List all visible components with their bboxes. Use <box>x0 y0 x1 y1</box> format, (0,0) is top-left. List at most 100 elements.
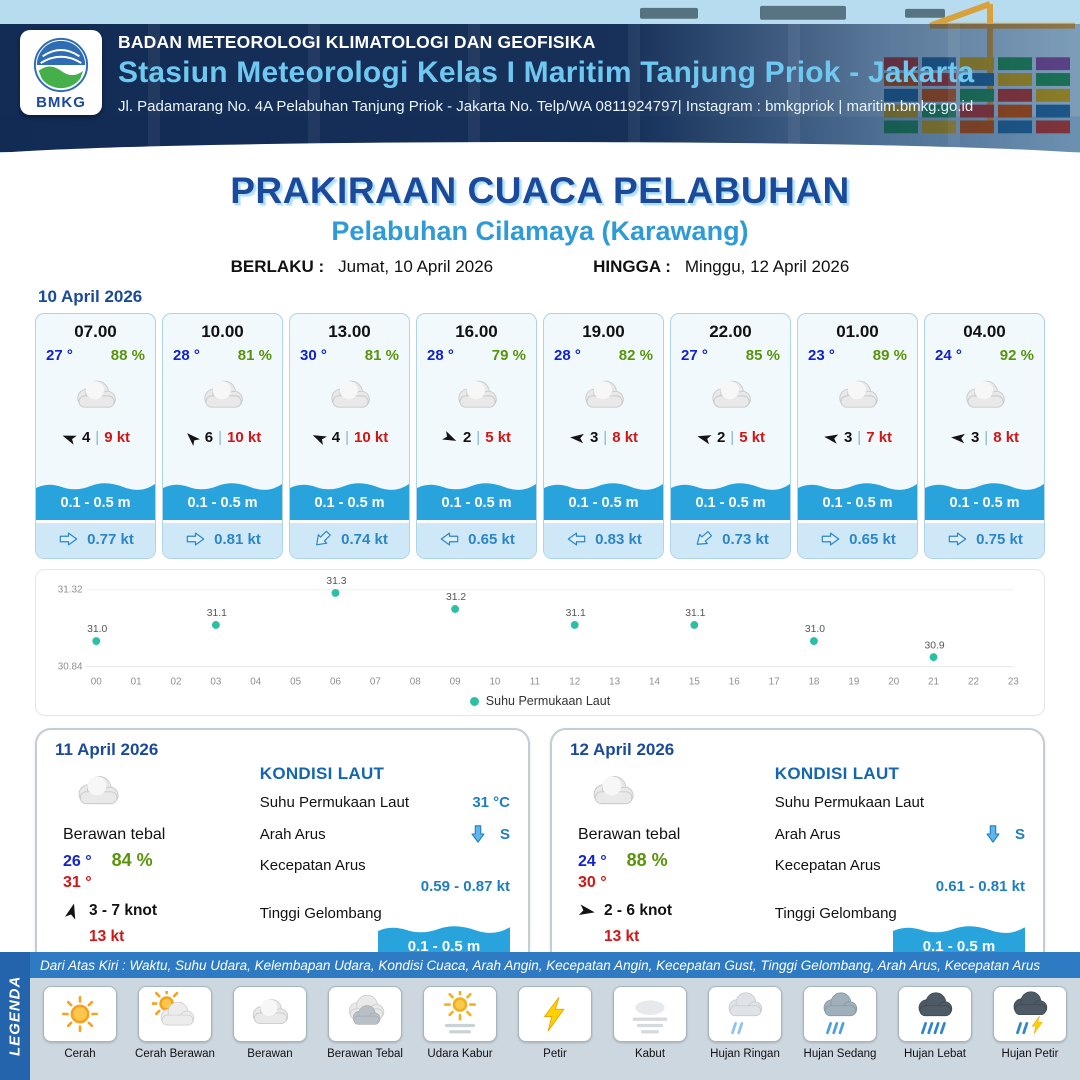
current-direction-label: Arah Arus <box>259 825 326 843</box>
legend-item: Kabut <box>605 986 695 1061</box>
legend-tile <box>613 986 687 1042</box>
temp-min: 26 ° <box>63 853 92 871</box>
gust-speed: 8 kt <box>993 429 1020 446</box>
legend-tile <box>803 986 877 1042</box>
svg-text:04: 04 <box>250 676 261 687</box>
wave-height: 0.1 - 0.5 m <box>544 493 663 520</box>
legend-weather-icon <box>627 991 673 1037</box>
svg-text:31.2: 31.2 <box>446 592 466 603</box>
legend-weather-icon <box>342 991 388 1037</box>
air-temperature: 30 ° <box>300 347 327 364</box>
wave-height-label: Tinggi Gelombang <box>774 905 897 923</box>
port-name: Pelabuhan Cilamaya (Karawang) <box>331 216 749 246</box>
sst-label: Suhu Permukaan Laut <box>259 794 410 812</box>
wind-row: 6 | 10 kt <box>163 429 282 446</box>
svg-text:16: 16 <box>729 676 740 687</box>
svg-text:31.1: 31.1 <box>566 608 586 619</box>
wind-direction-icon <box>308 427 329 448</box>
forecast-time: 16.00 <box>455 322 498 341</box>
current-direction-icon <box>307 524 337 554</box>
weather-icon <box>63 764 260 822</box>
temp-min: 24 ° <box>578 853 607 871</box>
wind-row: 4 | 10 kt <box>290 429 409 446</box>
weather-condition: Berawan tebal <box>63 826 166 844</box>
forecast-time: 07.00 <box>74 322 117 341</box>
wave-shape <box>893 926 1025 937</box>
header-curve-divider <box>0 142 1080 158</box>
svg-text:15: 15 <box>689 676 700 687</box>
legend-label: Hujan Sedang <box>803 1048 877 1060</box>
header: BMKG BADAN METEOROLOGI KLIMATOLOGI DAN G… <box>0 0 1080 158</box>
air-temperature: 28 ° <box>554 347 581 364</box>
svg-text:05: 05 <box>290 676 301 687</box>
humidity: 92 % <box>999 347 1034 364</box>
legend-item: Hujan Lebat <box>890 986 980 1061</box>
forecast-card: 16.00 28 ° 79 % 2 | 5 kt 0.1 - 0.5 m <box>416 313 537 559</box>
forecast-date: 10 April 2026 <box>38 287 143 306</box>
sea-conditions-title: KONDISI LAUT <box>259 764 385 784</box>
svg-text:31.0: 31.0 <box>87 624 107 635</box>
wave-height: 0.1 - 0.5 m <box>36 493 155 520</box>
air-temperature: 24 ° <box>935 347 962 364</box>
legend-label: Hujan Ringan <box>710 1048 780 1060</box>
forecast-card: 10.00 28 ° 81 % 6 | 10 kt 0.1 - 0.5 m <box>162 313 283 559</box>
current-speed-range: 0.61 - 0.81 kt <box>935 878 1025 896</box>
forecast-time: 04.00 <box>963 322 1006 341</box>
bmkg-logo-icon <box>33 37 89 93</box>
svg-text:19: 19 <box>848 676 859 687</box>
forecast-card: 04.00 24 ° 92 % 3 | 8 kt 0.1 - 0.5 m <box>924 313 1045 559</box>
svg-text:06: 06 <box>330 676 341 687</box>
wave-height-band: 0.1 - 0.5 m <box>290 481 409 520</box>
legend-weather-icon <box>912 991 958 1037</box>
wind-row: 2 | 5 kt <box>417 429 536 446</box>
wind-speed: 4 <box>331 429 341 446</box>
svg-text:30.9: 30.9 <box>924 640 944 651</box>
wave-height-band: 0.1 - 0.5 m <box>163 481 282 520</box>
current-direction-icon <box>184 529 207 549</box>
air-temperature: 27 ° <box>681 347 708 364</box>
legend-weather-icon <box>247 991 293 1037</box>
daily-weather-column: Berawan tebal 26 ° 84 % 31 ° 3 - 7 knot … <box>55 760 260 962</box>
forecast-time: 01.00 <box>836 322 879 341</box>
legend-footer: LEGENDA Dari Atas Kiri : Waktu, Suhu Uda… <box>0 952 1080 1080</box>
current-speed-label: Kecepatan Arus <box>259 857 366 875</box>
legend-item: Petir <box>510 986 600 1061</box>
wind-range: 2 - 6 knot <box>604 902 673 920</box>
weather-condition: Berawan tebal <box>578 826 681 844</box>
sea-conditions-column: KONDISI LAUT Suhu Permukaan Laut Arah Ar… <box>774 760 1025 963</box>
daily-forecast-row: 11 April 2026 Berawan tebal 26 ° 84 % 31… <box>0 716 1080 969</box>
current-row: 0.81 kt <box>163 520 282 558</box>
weather-icon <box>417 369 536 425</box>
wind-direction-icon <box>61 900 83 922</box>
bmkg-logo-label: BMKG <box>36 94 86 111</box>
current-row: 0.65 kt <box>798 520 917 558</box>
sst-label: Suhu Permukaan Laut <box>774 794 925 812</box>
legend-description: Dari Atas Kiri : Waktu, Suhu Udara, Kele… <box>30 952 1080 978</box>
humidity: 84 % <box>111 850 153 871</box>
wave-shape <box>290 483 409 493</box>
svg-text:00: 00 <box>91 676 102 687</box>
air-temperature: 23 ° <box>808 347 835 364</box>
svg-text:23: 23 <box>1008 676 1019 687</box>
separator: | <box>730 429 735 446</box>
svg-text:30.84: 30.84 <box>58 662 83 673</box>
svg-text:31.32: 31.32 <box>58 585 83 596</box>
forecast-card: 07.00 27 ° 88 % 4 | 9 kt 0.1 - 0.5 m <box>35 313 156 559</box>
humidity: 88 % <box>626 850 668 871</box>
wind-direction-icon <box>577 901 598 922</box>
forecast-card: 19.00 28 ° 82 % 3 | 8 kt 0.1 - 0.5 m <box>543 313 664 559</box>
separator: | <box>984 429 989 446</box>
svg-text:12: 12 <box>569 676 580 687</box>
current-direction-icon <box>688 524 718 554</box>
valid-to-date: Minggu, 12 April 2026 <box>684 257 850 276</box>
legend-tile <box>328 986 402 1042</box>
wind-speed: 6 <box>204 429 214 446</box>
agency-name: BADAN METEOROLOGI KLIMATOLOGI DAN GEOFIS… <box>118 32 596 52</box>
wind-range: 3 - 7 knot <box>89 902 158 920</box>
current-row: 0.74 kt <box>290 520 409 558</box>
wave-height: 0.1 - 0.5 m <box>163 493 282 520</box>
legend-tile <box>993 986 1067 1042</box>
daily-forecast-card: 12 April 2026 Berawan tebal 24 ° 88 % 30… <box>550 728 1045 969</box>
current-direction-icon <box>468 821 488 847</box>
wave-height-band: 0.1 - 0.5 m <box>36 481 155 520</box>
